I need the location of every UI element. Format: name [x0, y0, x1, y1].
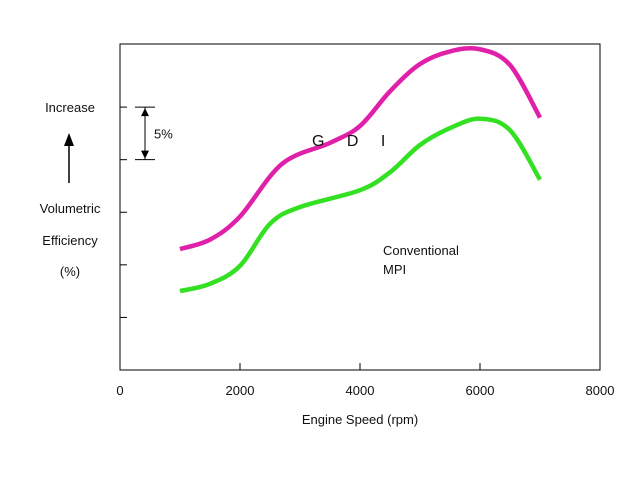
scale-bracket-arrow-down — [141, 150, 149, 159]
x-tick-label-4000: 4000 — [346, 383, 375, 398]
ylabel-line-3: (%) — [60, 264, 80, 279]
y-axis-ticks — [120, 106, 127, 318]
series-label-mpi-line-2: MPI — [383, 262, 406, 277]
x-tick-label-8000: 8000 — [586, 383, 615, 398]
series-line-gdi — [179, 46, 542, 252]
x-tick-label-6000: 6000 — [466, 383, 495, 398]
x-tick-label-2000: 2000 — [226, 383, 255, 398]
ylabel-line-2: Efficiency — [42, 233, 98, 248]
increase-arrow-head — [64, 133, 74, 146]
x-tick-label-0: 0 — [116, 383, 123, 398]
scale-bracket — [135, 106, 155, 161]
series-label-mpi-line-1: Conventional — [383, 243, 459, 258]
series-lines — [179, 46, 542, 294]
x-axis-ticks: 0 2000 4000 6000 8000 — [116, 363, 614, 398]
increase-label: Increase — [45, 100, 95, 115]
scale-annotation: 5% — [154, 126, 173, 141]
scale-bracket-arrow-up — [141, 108, 149, 117]
xlabel: Engine Speed (rpm) — [302, 412, 418, 427]
series-line-mpi — [179, 116, 542, 294]
ylabel-line-1: Volumetric — [40, 201, 101, 216]
series-label-gdi: G D I — [312, 133, 394, 150]
